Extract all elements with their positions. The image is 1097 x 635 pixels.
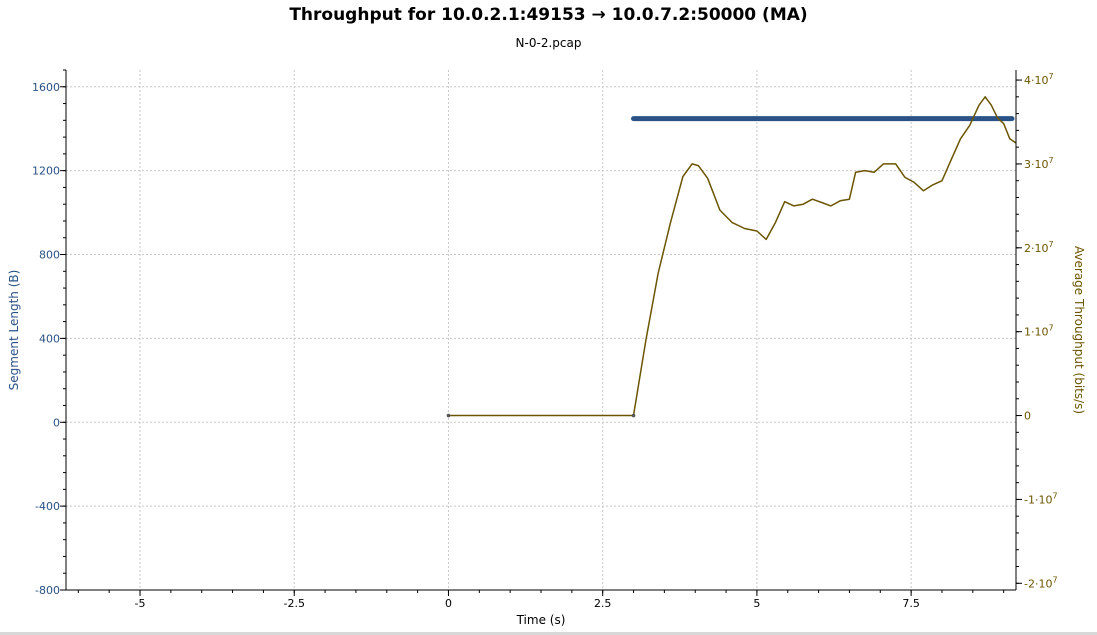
y-left-tick-label: 800: [39, 249, 60, 262]
x-axis-label: Time (s): [516, 613, 566, 627]
chart-subtitle: N-0-2.pcap: [515, 36, 582, 50]
throughput-point: [446, 413, 451, 418]
y-right-tick-label: 4·107: [1024, 72, 1054, 87]
y-right-tick-label: -2·107: [1024, 575, 1058, 590]
chart-title: Throughput for 10.0.2.1:49153 → 10.0.7.2…: [289, 5, 808, 25]
x-tick-label: -5: [135, 597, 146, 610]
x-tick-label: -2.5: [284, 597, 305, 610]
throughput-point: [631, 413, 636, 418]
y-right-tick-label: 3·107: [1024, 156, 1054, 171]
x-tick-label: 0: [445, 597, 452, 610]
y-right-tick-label: 1·107: [1024, 324, 1054, 339]
y-axis-right-label: Average Throughput (bits/s): [1072, 246, 1086, 414]
y-left-tick-label: -800: [35, 584, 60, 597]
y-right-tick-label: 0: [1024, 410, 1031, 423]
x-tick-label: 5: [753, 597, 760, 610]
y-left-tick-label: 400: [39, 332, 60, 345]
y-axis-left-label: Segment Length (B): [7, 270, 21, 391]
y-left-tick-label: 0: [53, 416, 60, 429]
x-tick-label: 2.5: [594, 597, 612, 610]
y-left-tick-label: 1600: [32, 81, 60, 94]
y-right-tick-label: 2·107: [1024, 240, 1054, 255]
window-bottom-border: [0, 632, 1097, 635]
x-tick-label: 7.5: [902, 597, 920, 610]
axes: -5 -2.5 0 2.5 5 7.5 1600 1200 800 400 0 -400 -800 4·1…: [32, 69, 1058, 610]
grid: [66, 70, 1016, 591]
y-left-tick-label: -400: [35, 500, 60, 513]
y-right-tick-label: -1·107: [1024, 491, 1058, 506]
throughput-series-line: [448, 96, 1017, 417]
y-left-tick-label: 1200: [32, 165, 60, 178]
series-layer: [446, 96, 1017, 418]
